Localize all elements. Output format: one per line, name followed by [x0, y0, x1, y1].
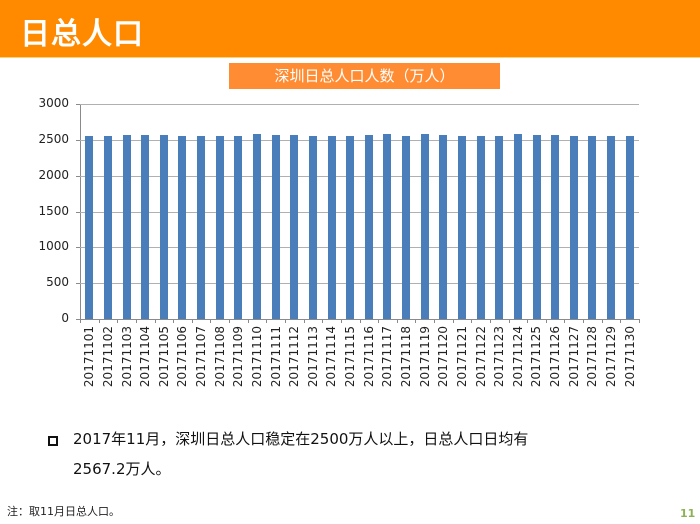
- y-tick-mark: [76, 247, 80, 249]
- x-tick-mark: [98, 319, 100, 323]
- x-tick-mark: [210, 319, 212, 323]
- x-tick-mark: [191, 319, 193, 323]
- x-tick-mark: [229, 319, 231, 323]
- y-tick-label: 2500: [38, 131, 69, 146]
- x-tick-mark: [508, 319, 510, 323]
- summary-text-line2: 2567.2万人。: [73, 460, 171, 478]
- x-tick-mark: [80, 319, 81, 323]
- y-tick-mark: [76, 139, 80, 141]
- gridline: [80, 247, 639, 249]
- bar: [308, 135, 317, 319]
- gridline: [80, 211, 639, 213]
- y-tick-label: 0: [61, 311, 69, 325]
- gridline: [80, 139, 639, 141]
- bar: [85, 135, 94, 319]
- y-tick-label: 3000: [38, 96, 69, 110]
- x-tick-mark: [396, 319, 398, 323]
- bar: [346, 135, 355, 319]
- bar: [159, 134, 168, 319]
- footnote: 注：取11月日总人口。: [7, 505, 120, 518]
- bar: [215, 136, 224, 319]
- header-bar: 日总人口: [0, 0, 700, 58]
- x-tick-mark: [639, 319, 640, 323]
- x-tick-mark: [284, 319, 286, 323]
- bar: [290, 134, 299, 319]
- gridline: [80, 175, 639, 177]
- x-tick-mark: [545, 319, 547, 323]
- x-tick-mark: [247, 319, 249, 323]
- y-tick-mark: [76, 211, 80, 213]
- bar: [364, 134, 373, 319]
- bar: [103, 136, 112, 319]
- page-title: 日总人口: [20, 17, 144, 52]
- y-tick-mark: [76, 319, 80, 320]
- bar: [532, 134, 541, 319]
- bar-chart: 0 500 1000 1500 2000 2500 3000 20171101 20171102…: [38, 96, 640, 387]
- x-tick-mark: [583, 319, 585, 323]
- x-tick-mark: [527, 319, 529, 323]
- bar: [457, 135, 466, 319]
- x-tick-mark: [434, 319, 436, 323]
- bar: [551, 134, 560, 319]
- bar: [439, 134, 448, 319]
- y-tick-label: 1500: [38, 203, 69, 218]
- x-tick-mark: [340, 319, 342, 323]
- y-tick-label: 2000: [38, 167, 69, 182]
- x-tick-mark: [117, 319, 119, 323]
- bar: [383, 134, 392, 319]
- gridline: [80, 104, 639, 105]
- bar: [607, 135, 616, 319]
- bar: [178, 135, 187, 319]
- x-tick-mark: [564, 319, 566, 323]
- y-tick-mark: [76, 283, 80, 285]
- x-tick-mark: [154, 319, 156, 323]
- bar: [476, 135, 485, 319]
- bar: [625, 135, 634, 319]
- x-tick-mark: [489, 319, 491, 323]
- bar: [569, 135, 578, 319]
- y-tick-label: 1000: [38, 239, 69, 254]
- gridline: [80, 283, 639, 285]
- x-tick-mark: [471, 319, 473, 323]
- bar: [197, 136, 206, 319]
- x-tick-mark: [135, 319, 137, 323]
- bar: [327, 136, 336, 319]
- x-tick-mark: [452, 319, 454, 323]
- square-bullet-icon: [48, 436, 58, 446]
- bar: [588, 136, 597, 319]
- bar: [234, 136, 243, 319]
- x-tick-mark: [601, 319, 603, 323]
- bar: [141, 134, 150, 319]
- y-tick-mark: [76, 104, 80, 105]
- bar: [420, 134, 429, 319]
- x-tick-mark: [378, 319, 380, 323]
- x-tick-mark: [266, 319, 268, 323]
- chart-title: 深圳日总人口人数（万人）: [229, 63, 500, 89]
- bar: [253, 134, 262, 319]
- x-tick-mark: [359, 319, 361, 323]
- y-tick-mark: [76, 175, 80, 177]
- x-tick-mark: [620, 319, 622, 323]
- bar: [513, 134, 522, 319]
- x-tick-mark: [322, 319, 324, 323]
- summary-text-line1: 2017年11月，深圳日总人口稳定在2500万人以上，日总人口日均有: [73, 430, 529, 448]
- bar: [402, 136, 411, 319]
- y-tick-label: 500: [46, 275, 69, 290]
- bar: [495, 135, 504, 319]
- x-tick-mark: [415, 319, 417, 323]
- bar: [122, 134, 131, 319]
- page-number: 11: [680, 507, 696, 520]
- bar: [271, 134, 280, 319]
- x-tick-mark: [173, 319, 175, 323]
- x-tick-mark: [303, 319, 305, 323]
